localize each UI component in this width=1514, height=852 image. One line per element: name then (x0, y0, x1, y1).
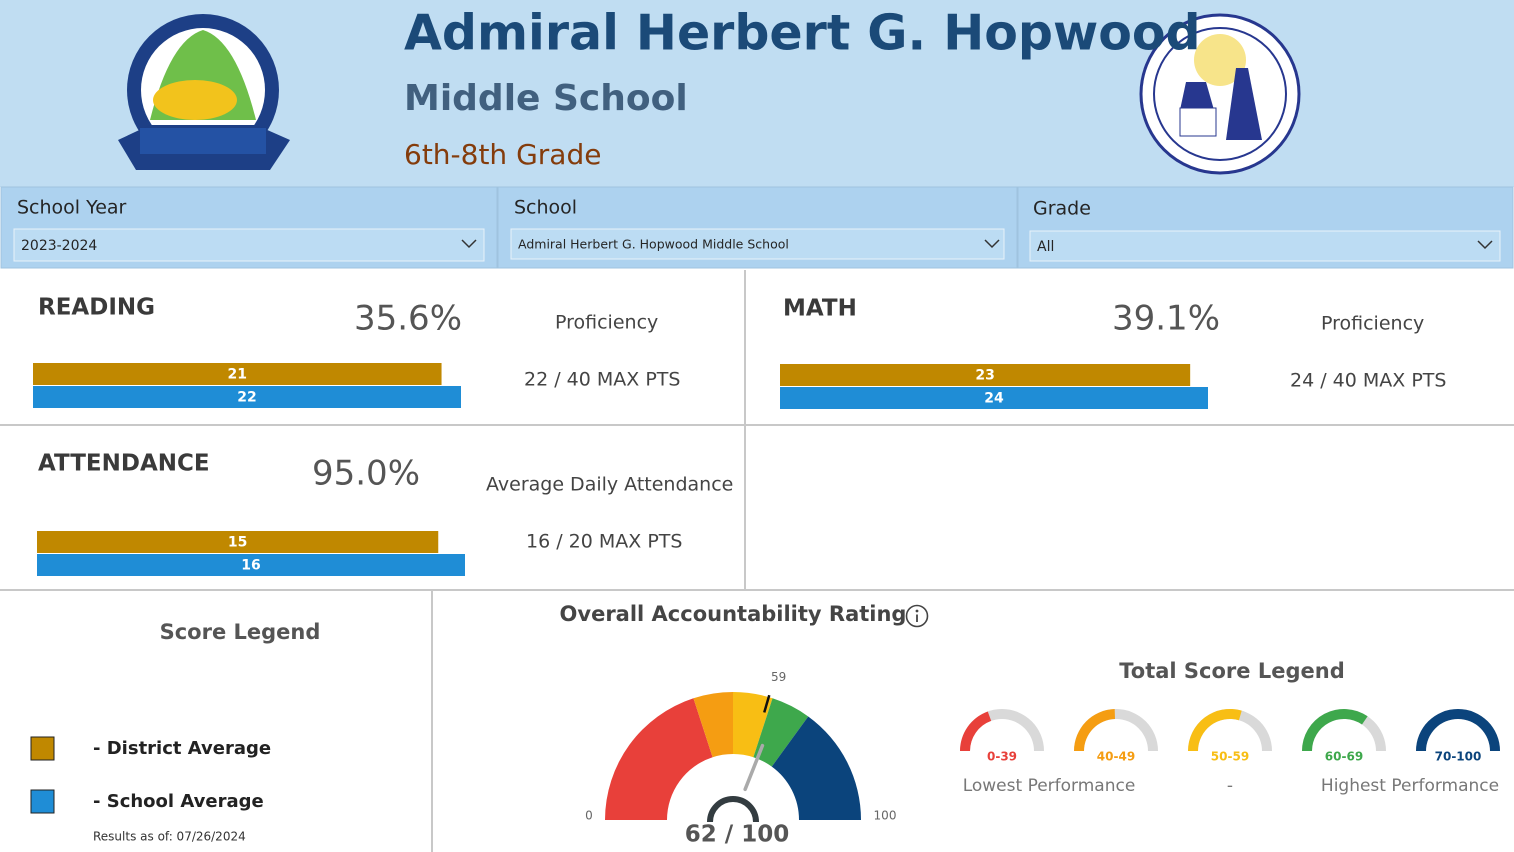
card-points: 22 / 40 MAX PTS (524, 369, 680, 391)
filter-label: Grade (1033, 198, 1091, 220)
filter-grade: Grade All (1017, 186, 1514, 269)
bar-label: 24 (984, 391, 1004, 407)
district-seal (1139, 13, 1301, 175)
card-caption: Proficiency (555, 312, 658, 334)
dropdown[interactable] (1029, 230, 1501, 262)
mini-gauge-fill (960, 711, 992, 751)
dropdown[interactable] (13, 228, 485, 262)
card-points: 16 / 20 MAX PTS (526, 531, 682, 553)
card-value: 39.1% (1112, 299, 1220, 339)
bar-label: 23 (975, 368, 994, 384)
card-title: ATTENDANCE (38, 451, 210, 477)
card-caption: Average Daily Attendance (486, 474, 733, 496)
bar-label: 21 (228, 367, 247, 383)
bar-district (780, 364, 1191, 386)
legend-label: - School Average (93, 791, 264, 812)
dividers (0, 270, 1514, 852)
card-value: 95.0% (312, 454, 420, 494)
school-logo (118, 14, 290, 170)
filter-school: School Admiral Herbert G. Hopwood Middle… (497, 186, 1018, 269)
dropdown-value: Admiral Herbert G. Hopwood Middle School (518, 237, 789, 252)
filter-school-year: School Year 2023-2024 (0, 186, 498, 269)
score-label: 62 / 100 (685, 822, 789, 848)
bar-label: 22 (237, 390, 256, 406)
bar-district (37, 531, 439, 553)
range-label: 0-39 (987, 750, 1017, 764)
target-label: 59 (771, 670, 786, 684)
results-note: Results as of: 07/26/2024 (93, 830, 246, 844)
legend-label: - District Average (93, 738, 271, 759)
range-label: 70-100 (1435, 750, 1482, 764)
chevron (1477, 240, 1493, 250)
gauge-band (693, 692, 733, 758)
card-points: 24 / 40 MAX PTS (1290, 370, 1446, 392)
card-caption: Proficiency (1321, 313, 1424, 335)
dropdown[interactable] (510, 228, 1005, 260)
range-label: 40-49 (1097, 750, 1135, 764)
card-title: MATH (783, 296, 857, 322)
mini-gauge-fill (1302, 709, 1368, 751)
range-label: 50-59 (1211, 750, 1249, 764)
bar-label: 16 (241, 558, 260, 574)
gauge-needle (743, 743, 765, 792)
bar-school (780, 387, 1208, 409)
info-icon[interactable] (905, 604, 929, 628)
dropdown-value: 2023-2024 (21, 238, 97, 254)
gauge-band (771, 716, 861, 820)
mini-gauge-fill (1416, 709, 1500, 751)
legend-swatch (30, 736, 55, 761)
target-marker (763, 694, 771, 713)
card-value: 35.6% (354, 299, 462, 339)
gauge-max: 100 (874, 809, 897, 823)
bar-school (37, 554, 465, 576)
gauge-min: 0 (585, 809, 593, 823)
legend-swatch (30, 789, 55, 814)
range-caption: Lowest Performance (963, 776, 1136, 796)
school-title: Admiral Herbert G. Hopwood (404, 5, 1201, 62)
bar-label: 15 (228, 535, 247, 551)
bar-district (33, 363, 442, 385)
filter-label: School (514, 197, 577, 219)
gauge-band (605, 698, 713, 820)
legend-title: Score Legend (160, 620, 321, 644)
range-caption: Highest Performance (1321, 776, 1499, 796)
gauge-band (733, 692, 773, 758)
filter-label: School Year (17, 197, 127, 219)
school-subtitle: Middle School (404, 78, 688, 119)
gauge-hub (707, 796, 759, 823)
grade-range: 6th-8th Grade (404, 138, 601, 171)
card-title: READING (38, 295, 155, 321)
chevron (461, 239, 477, 249)
chevron (984, 239, 1000, 249)
gauge-band (753, 698, 809, 767)
mini-gauge-fill (1188, 708, 1242, 751)
mini-gauge-fill (1074, 709, 1115, 751)
range-label: 60-69 (1325, 750, 1363, 764)
range-caption: - (1227, 776, 1233, 796)
bar-school (33, 386, 461, 408)
total-legend-title: Total Score Legend (1119, 659, 1344, 683)
rating-title: Overall Accountability Rating (560, 602, 907, 626)
dropdown-value: All (1037, 239, 1054, 255)
